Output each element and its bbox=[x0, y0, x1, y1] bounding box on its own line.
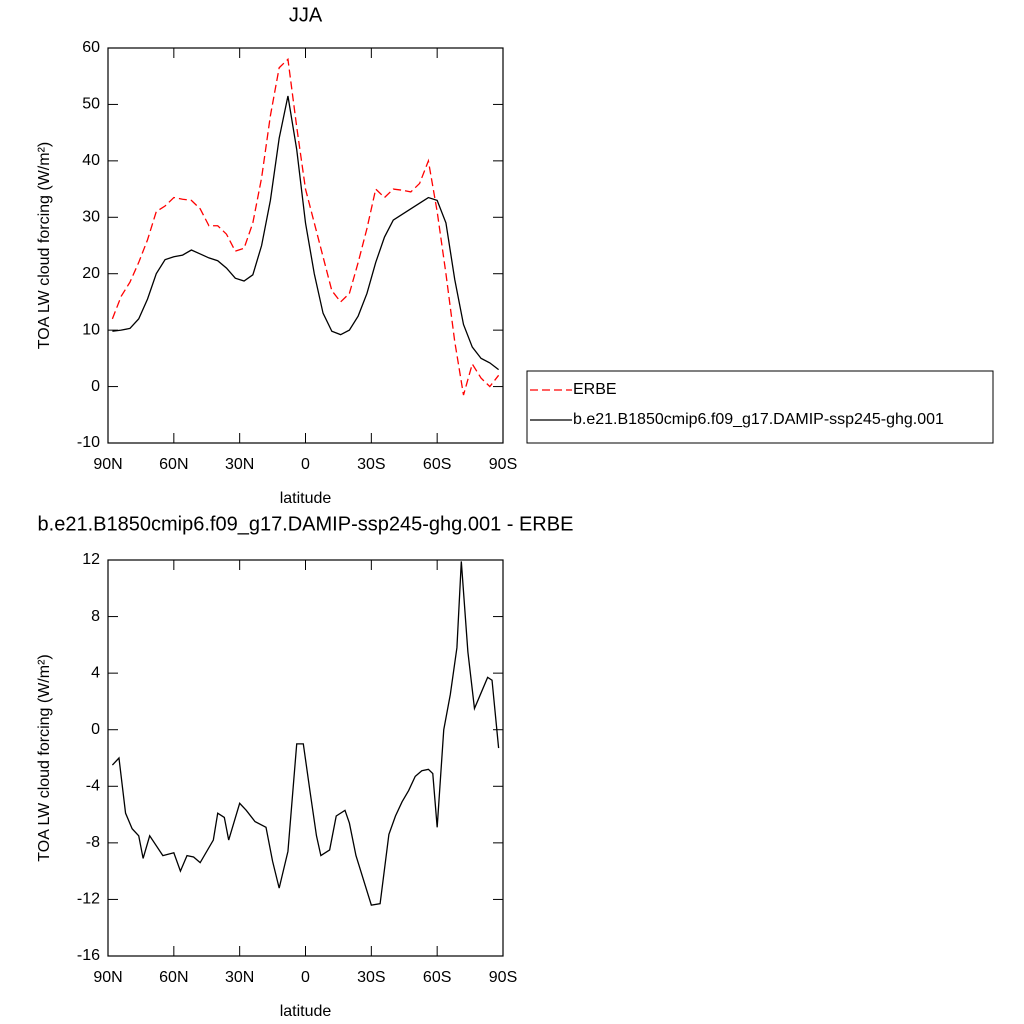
y-tick-label: 4 bbox=[91, 664, 100, 681]
legend-box bbox=[526, 370, 994, 444]
x-tick-label: 0 bbox=[301, 969, 310, 986]
x-tick-label: 90N bbox=[93, 456, 122, 473]
chart-title: b.e21.B1850cmip6.f09_g17.DAMIP-ssp245-gh… bbox=[38, 513, 574, 535]
y-tick-label: 8 bbox=[91, 608, 100, 625]
y-tick-label: -12 bbox=[77, 891, 100, 908]
x-tick-label: 30S bbox=[357, 456, 385, 473]
x-tick-label: 60S bbox=[423, 969, 451, 986]
y-tick-label: 30 bbox=[82, 209, 100, 226]
x-tick-label: 0 bbox=[301, 456, 310, 473]
y-tick-label: 0 bbox=[91, 378, 100, 395]
y-tick-label: 12 bbox=[82, 551, 100, 568]
y-tick-label: -8 bbox=[86, 834, 100, 851]
y-tick-label: -4 bbox=[86, 778, 100, 795]
x-tick-label: 30S bbox=[357, 969, 385, 986]
y-tick-label: 10 bbox=[82, 321, 100, 338]
y-tick-label: 60 bbox=[82, 39, 100, 56]
data-line bbox=[112, 95, 500, 371]
y-tick-label: -10 bbox=[77, 434, 100, 451]
y-axis-label: TOA LW cloud forcing (W/m²) bbox=[36, 142, 53, 349]
y-tick-label: -16 bbox=[77, 947, 100, 964]
legend-label: b.e21.B1850cmip6.f09_g17.DAMIP-ssp245-gh… bbox=[573, 411, 944, 428]
legend-label: ERBE bbox=[573, 381, 617, 398]
chart-title: JJA bbox=[289, 4, 323, 26]
x-tick-label: 60N bbox=[159, 969, 188, 986]
x-tick-label: 90S bbox=[489, 969, 517, 986]
y-tick-label: 0 bbox=[91, 721, 100, 738]
x-tick-label: 30N bbox=[225, 969, 254, 986]
x-tick-label: 30N bbox=[225, 456, 254, 473]
x-tick-label: 60S bbox=[423, 456, 451, 473]
y-tick-label: 50 bbox=[82, 96, 100, 113]
plot-frame bbox=[107, 559, 504, 957]
y-tick-label: 20 bbox=[82, 265, 100, 282]
data-line bbox=[111, 57, 500, 396]
x-tick-label: 90N bbox=[93, 969, 122, 986]
x-axis-label: latitude bbox=[280, 490, 332, 507]
x-tick-label: 90S bbox=[489, 456, 517, 473]
data-line bbox=[111, 561, 500, 906]
plot-frame bbox=[107, 47, 504, 444]
x-tick-label: 60N bbox=[159, 456, 188, 473]
x-axis-label: latitude bbox=[280, 1003, 332, 1020]
y-tick-label: 40 bbox=[82, 152, 100, 169]
y-axis-label: TOA LW cloud forcing (W/m²) bbox=[36, 654, 53, 861]
